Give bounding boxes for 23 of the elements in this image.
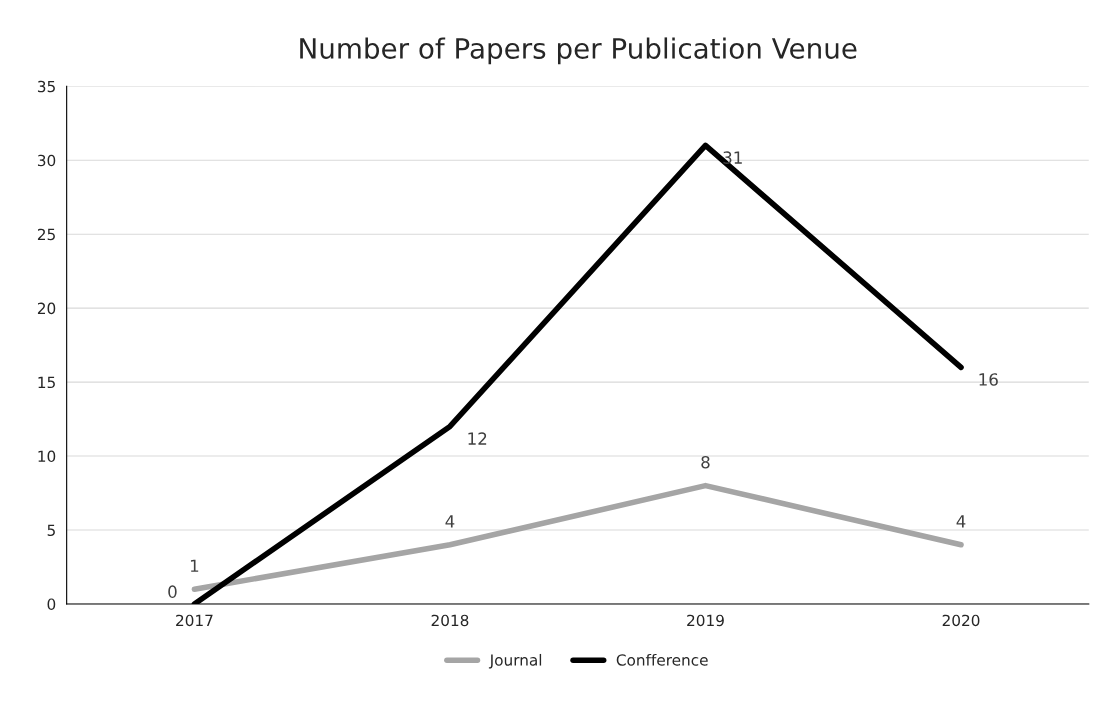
- data-label: 12: [468, 432, 487, 445]
- y-tick-label: 30: [37, 154, 56, 167]
- y-tick-label: 25: [37, 228, 55, 241]
- data-label: 0: [168, 585, 177, 598]
- legend-label: Journal: [488, 653, 542, 669]
- y-tick-label: 20: [37, 302, 56, 315]
- data-label: 8: [701, 455, 710, 469]
- data-label: 31: [723, 151, 742, 164]
- y-tick-label: 10: [38, 450, 56, 463]
- data-label: 1: [190, 559, 199, 572]
- x-tick-label: 2017: [176, 614, 213, 627]
- x-tick-label: 2019: [687, 614, 724, 627]
- y-tick-label: 15: [38, 376, 55, 389]
- data-label: 16: [979, 373, 998, 386]
- x-tick-label: 2018: [431, 614, 469, 627]
- y-tick-label: 5: [47, 524, 55, 537]
- y-tick-label: 35: [37, 80, 55, 93]
- x-tick-label: 2020: [942, 614, 980, 627]
- data-label: 4: [445, 515, 455, 528]
- data-label: 4: [956, 515, 966, 528]
- chart-title: Number of Papers per Publication Venue: [300, 37, 857, 65]
- legend-label: Confference: [616, 653, 708, 666]
- y-tick-label: 0: [47, 598, 56, 610]
